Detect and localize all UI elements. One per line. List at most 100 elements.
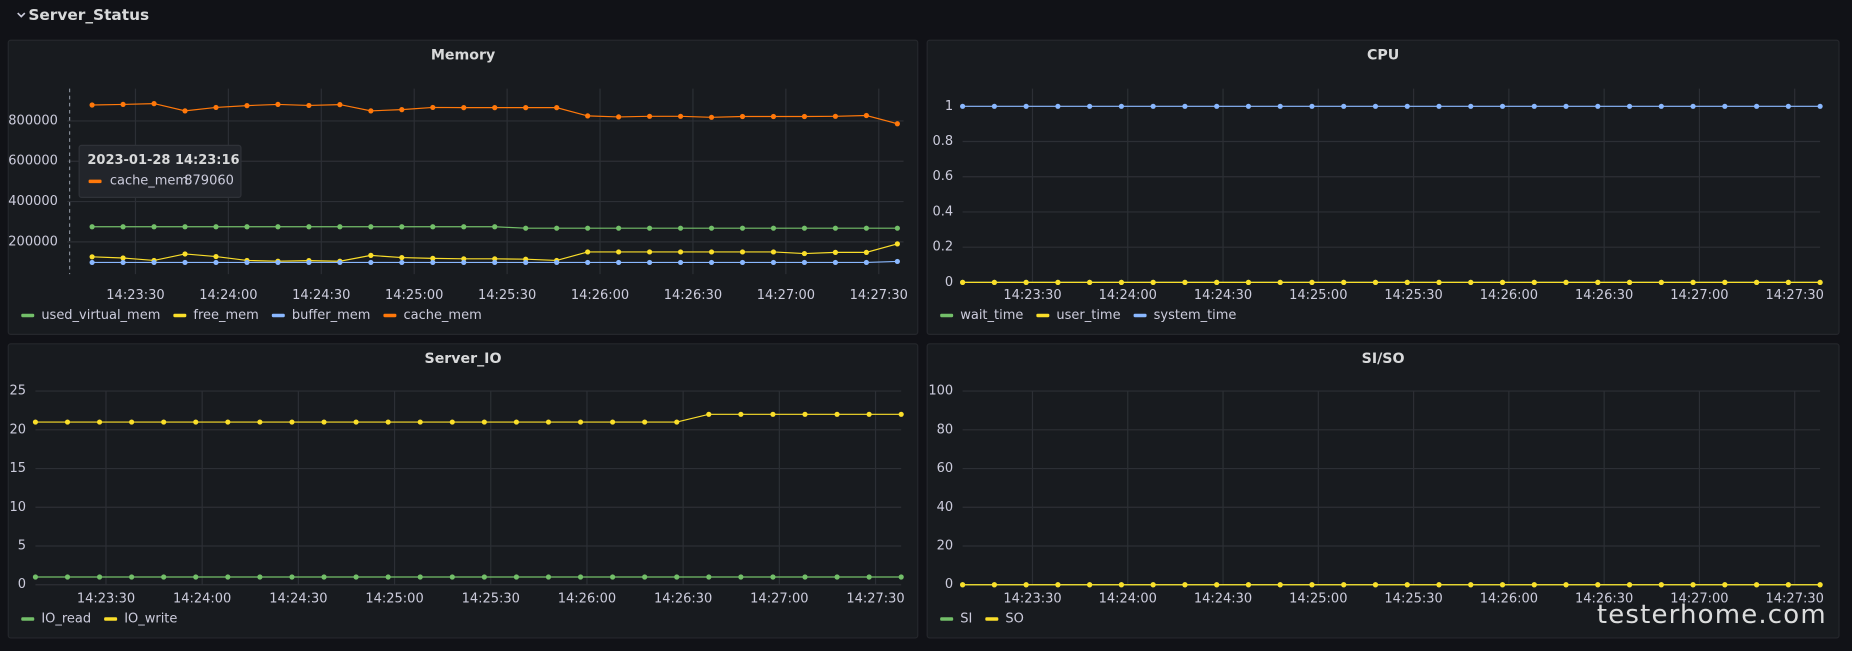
data-point — [1341, 279, 1347, 285]
data-point — [866, 574, 872, 580]
x-tick-label: 14:23:30 — [1003, 591, 1061, 606]
data-point — [306, 224, 312, 230]
data-point — [337, 224, 343, 230]
data-point — [321, 574, 327, 580]
data-point — [96, 574, 103, 580]
data-point — [1214, 582, 1220, 588]
legend-label[interactable]: SI — [960, 612, 972, 627]
panel — [926, 343, 1840, 639]
legend-swatch — [1036, 313, 1050, 318]
data-point — [1595, 103, 1601, 109]
data-point — [1499, 582, 1506, 588]
x-tick-label: 14:24:30 — [1194, 288, 1252, 303]
data-point — [492, 224, 498, 230]
y-tick-label: 0.4 — [933, 204, 954, 219]
data-point — [894, 258, 900, 265]
data-point — [834, 411, 840, 417]
data-point — [120, 101, 126, 108]
data-point — [1150, 103, 1156, 109]
data-point — [706, 574, 712, 580]
legend-label[interactable]: free_mem — [193, 308, 258, 323]
collapse-icon[interactable] — [17, 12, 26, 18]
data-point — [577, 574, 584, 580]
tooltip-time: 2023-01-28 14:23:16 — [87, 153, 239, 168]
legend-label[interactable]: cache_mem — [403, 308, 481, 323]
data-point — [430, 259, 436, 266]
legend-label[interactable]: IO_read — [41, 612, 91, 627]
data-point — [1182, 103, 1188, 109]
legend-label[interactable]: IO_write — [124, 612, 177, 627]
data-point — [64, 419, 71, 425]
data-point — [1277, 279, 1283, 285]
data-point — [120, 259, 126, 266]
data-point — [1499, 103, 1506, 109]
data-point — [1499, 279, 1506, 285]
data-point — [492, 105, 498, 111]
data-point — [802, 574, 808, 580]
y-tick-label: 60 — [937, 461, 954, 476]
data-point — [161, 574, 167, 580]
x-tick-label: 14:25:00 — [1289, 591, 1347, 606]
legend-label[interactable]: buffer_mem — [292, 308, 371, 323]
data-point — [385, 419, 391, 425]
x-tick-label: 14:24:00 — [1099, 288, 1157, 303]
data-point — [1468, 103, 1474, 109]
data-point — [449, 419, 455, 425]
data-point — [801, 113, 808, 120]
x-tick-label: 14:23:30 — [106, 288, 164, 303]
legend-label[interactable]: system_time — [1154, 308, 1237, 323]
data-point — [585, 249, 591, 255]
legend-label[interactable]: wait_time — [960, 308, 1023, 323]
data-point — [337, 259, 343, 266]
x-tick-label: 14:27:00 — [1670, 591, 1728, 606]
legend-swatch — [21, 313, 35, 318]
data-point — [89, 102, 95, 108]
data-point — [1023, 279, 1029, 285]
data-point — [1753, 582, 1760, 588]
legend-label[interactable]: SO — [1005, 612, 1023, 627]
data-point — [739, 225, 746, 231]
data-point — [1595, 279, 1601, 285]
panel-title: Server_IO — [425, 351, 502, 367]
data-point — [960, 582, 966, 588]
legend-swatch — [985, 617, 999, 621]
data-point — [1277, 582, 1283, 588]
data-point — [1722, 103, 1728, 109]
y-tick-label: 0 — [18, 577, 26, 592]
x-tick-label: 14:25:30 — [462, 591, 520, 606]
data-point — [430, 255, 436, 261]
data-point — [1309, 582, 1315, 588]
data-point — [1182, 279, 1188, 285]
data-point — [708, 114, 715, 120]
data-point — [417, 574, 423, 580]
data-point — [832, 259, 839, 266]
data-point — [257, 574, 263, 580]
legend-label[interactable]: used_virtual_mem — [41, 308, 160, 323]
data-point — [545, 419, 552, 425]
data-point — [461, 259, 467, 266]
data-point — [275, 259, 281, 266]
data-point — [1785, 279, 1791, 285]
data-point — [1309, 103, 1315, 109]
data-point — [991, 103, 997, 109]
data-point — [32, 419, 39, 425]
x-tick-label: 14:26:30 — [1575, 591, 1633, 606]
data-point — [1658, 279, 1664, 285]
section-title[interactable]: Server_Status — [28, 6, 149, 24]
data-point — [1658, 582, 1664, 588]
data-point — [832, 113, 839, 119]
x-tick-label: 14:23:30 — [1003, 288, 1061, 303]
data-point — [120, 224, 126, 230]
data-point — [674, 419, 680, 425]
panel — [926, 39, 1840, 335]
tooltip-series: cache_mem — [110, 173, 188, 188]
data-point — [738, 411, 744, 417]
legend-swatch — [940, 617, 954, 621]
legend-label[interactable]: user_time — [1056, 308, 1120, 323]
legend-swatch — [21, 617, 35, 621]
legend-swatch — [173, 313, 187, 318]
panel — [7, 343, 919, 639]
data-point — [708, 249, 715, 255]
data-point — [1817, 279, 1823, 285]
